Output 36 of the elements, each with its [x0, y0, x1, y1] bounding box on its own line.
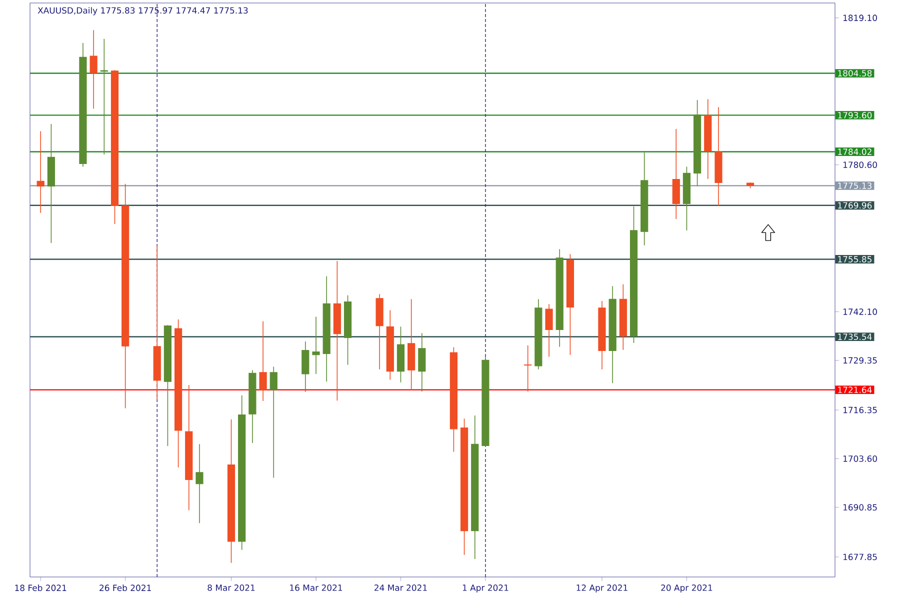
candlestick: [90, 30, 98, 110]
chart-title: XAUUSD,Daily 1775.83 1775.97 1774.47 1775.13: [38, 7, 248, 16]
y-tick-label: 1703.60: [843, 455, 877, 462]
candlestick: [545, 304, 553, 358]
x-tick-label: 1 Apr 2021: [462, 584, 508, 593]
ref-line-label: 1804.58: [838, 70, 872, 76]
y-tick-label: 1780.60: [843, 162, 877, 168]
ref-line-label: 1735.54: [838, 334, 872, 340]
x-tick-label: 12 Apr 2021: [576, 584, 628, 593]
x-tick-label: 26 Feb 2021: [100, 584, 151, 592]
ref-line-label: 1775.13: [838, 182, 872, 189]
ref-line-label: 1755.85: [838, 256, 872, 262]
candlestick: [270, 366, 278, 478]
x-tick-label: 8 Mar 2021: [208, 584, 255, 591]
ref-line-label: 1721.64: [838, 386, 872, 394]
candlestick: [100, 38, 108, 155]
y-tick-label: 1729.35: [843, 357, 877, 364]
candlestick: [196, 444, 204, 524]
candlestick: [259, 320, 267, 402]
y-tick-label: 1677.85: [843, 554, 877, 560]
x-tick-label: 18 Feb 2021: [15, 584, 66, 592]
y-tick-label: 1716.35: [843, 406, 877, 414]
candlestick: [36, 130, 44, 214]
candlestick: [302, 341, 310, 392]
x-tick-label: 16 Mar 2021: [290, 584, 342, 591]
ref-line-label: 1793.60: [838, 112, 872, 118]
y-tick-label: 1819.10: [843, 14, 877, 22]
x-tick-label: 24 Mar 2021: [374, 584, 427, 591]
candlestick: [524, 344, 532, 392]
candlestick: [312, 316, 320, 374]
x-tick-label: 20 Apr 2021: [661, 584, 712, 593]
y-tick-label: 1742.10: [843, 308, 877, 315]
candlestick: [418, 332, 426, 392]
y-tick-label: 1690.85: [843, 504, 877, 511]
ref-line-label: 1784.02: [838, 148, 872, 155]
ref-line-label: 1769.96: [838, 202, 872, 209]
